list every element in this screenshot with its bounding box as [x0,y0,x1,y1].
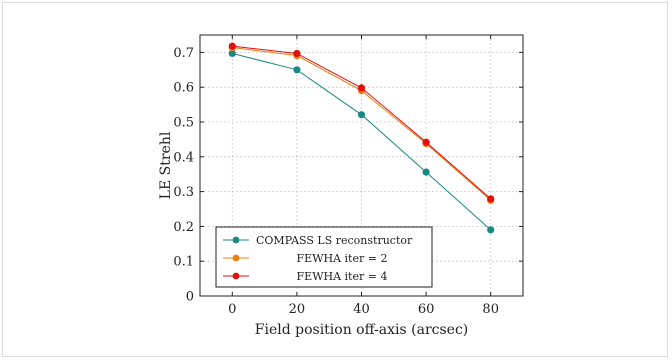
x-tick-label: 20 [289,302,306,317]
data-point [228,42,236,50]
legend-swatch-marker [232,272,240,280]
y-axis-label: LE Strehl [158,131,174,199]
data-point [293,66,301,74]
legend-item: FEWHA iter = 4 [223,270,387,283]
series-layer [228,42,495,234]
x-tick-label: 40 [353,302,370,317]
y-tick-label: 0.2 [173,220,194,235]
y-tick-label: 0.6 [173,81,194,96]
axis-ticks: 0 20 40 60 80 0 0.1 0.2 0.3 0.4 0.5 0.6 0.7 [173,35,523,317]
legend-item: FEWHA iter = 2 [223,252,387,265]
y-tick-label: 0.1 [173,255,194,270]
series-1 [228,49,495,234]
x-tick-label: 0 [228,302,236,317]
data-point [293,49,301,58]
legend-swatch-marker [232,236,240,244]
legend-label: FEWHA iter = 4 [297,270,388,283]
data-point [228,49,236,58]
data-point [422,138,430,146]
legend-box [215,226,433,288]
y-tick-label: 0.7 [173,46,194,61]
legend: COMPASS LS reconstructor FEWHA iter = 2 FE… [215,226,433,288]
legend-label: COMPASS LS reconstructor [256,234,413,247]
y-tick-label: 0.4 [173,150,194,165]
x-tick-label: 80 [482,302,499,317]
y-tick-label: 0.3 [173,185,194,200]
series-3 [228,42,495,203]
legend-label: FEWHA iter = 2 [297,252,388,265]
data-point [487,226,495,234]
data-point [487,195,495,203]
data-point [357,111,366,119]
data-point [422,168,430,176]
y-tick-label: 0.5 [173,116,194,131]
y-tick-label: 0 [186,290,194,305]
x-tick-label: 60 [418,302,435,317]
legend-swatch-marker [232,254,240,262]
data-point [357,84,366,92]
legend-item: COMPASS LS reconstructor [223,234,413,247]
figure-frame [2,2,668,357]
x-axis-label: Field position off-axis (arcsec) [255,322,469,338]
